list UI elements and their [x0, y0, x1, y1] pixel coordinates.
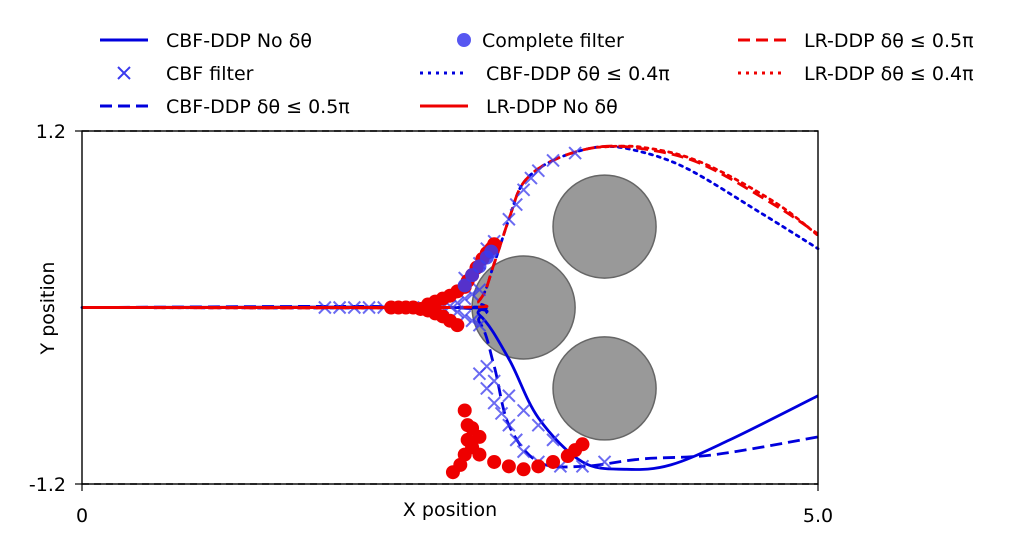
lr-marker [516, 462, 531, 477]
trajectory-cbf-solid [81, 305, 819, 471]
lr-marker [501, 459, 516, 474]
legend-marker-x [117, 66, 131, 80]
lr-marker [487, 454, 502, 469]
cbf-filter-marker [465, 314, 479, 328]
trajectory-cbf-dashed [81, 304, 819, 469]
cbf-filter-marker [516, 183, 531, 197]
cbf-filter-marker [487, 374, 501, 388]
x-tick-label-0: 0 [76, 505, 88, 527]
cbf-filter-marker [597, 455, 612, 469]
lr-marker [546, 454, 561, 469]
legend-label: CBF-DDP δθ ≤ 0.4π [486, 63, 670, 85]
cbf-filter-marker [531, 164, 546, 178]
y-tick-label-top: 1.2 [36, 121, 66, 143]
cbf-filter-marker [509, 197, 523, 212]
lr-marker [472, 447, 487, 462]
legend-entry-2: CBF-DDP δθ ≤ 0.5π [100, 96, 350, 118]
cbf-filter-marker [472, 318, 487, 332]
cbf-filter-marker [480, 359, 494, 374]
legend-entry-4: CBF-DDP δθ ≤ 0.4π [420, 63, 670, 85]
cbf-filter-marker [531, 418, 546, 432]
legend-entry-1: CBF filter [117, 63, 254, 85]
cbf-filter-marker [502, 212, 516, 226]
legend-label: Complete filter [482, 30, 624, 52]
x-tick-label-5: 5.0 [803, 505, 833, 527]
obstacle-2 [552, 336, 657, 441]
cbf-filter-marker [487, 396, 501, 410]
complete-filter-marker [457, 278, 472, 293]
lr-marker [575, 437, 590, 452]
lr-marker [450, 318, 465, 333]
cbf-filter-marker [575, 459, 590, 474]
legend-label: CBF-DDP δθ ≤ 0.5π [166, 96, 350, 118]
obstacle-0 [552, 174, 657, 279]
legend-label: LR-DDP No δθ [486, 96, 618, 118]
legend-label: LR-DDP δθ ≤ 0.5π [804, 30, 974, 52]
lr-marker [531, 459, 546, 474]
legend-entry-7: LR-DDP δθ ≤ 0.4π [738, 63, 974, 85]
cbf-filter-marker [509, 433, 523, 447]
plot-area [80, 130, 820, 485]
complete-filter-marker [484, 244, 499, 259]
y-tick-label-bottom: -1.2 [29, 474, 66, 496]
trajectory-lr-dashed [81, 144, 819, 310]
cbf-filter-marker [546, 433, 560, 447]
legend-label: LR-DDP δθ ≤ 0.4π [804, 63, 974, 85]
legend-label: CBF-DDP No δθ [166, 30, 312, 52]
legend-entry-0: CBF-DDP No δθ [100, 30, 312, 52]
legend-entry-5: LR-DDP No δθ [420, 96, 618, 118]
cbf-filter-marker [546, 153, 560, 168]
legend-marker-o [457, 33, 471, 47]
x-axis-label: X position [403, 499, 497, 521]
cbf-filter-marker [516, 403, 531, 418]
legend: CBF-DDP No δθ CBF filter CBF-DDP δθ ≤ 0.5π… [100, 30, 974, 118]
lr-marker [457, 403, 472, 418]
cbf-filter-marker [502, 389, 516, 403]
cbf-filter-marker [502, 418, 516, 432]
cbf-filter-marker [516, 444, 531, 459]
cbf-filter-marker [568, 146, 582, 160]
lr-marker [445, 465, 460, 480]
legend-entry-3: Complete filter [457, 30, 624, 52]
lr-marker [472, 429, 487, 444]
cbf-filter-marker [494, 406, 509, 421]
y-axis-label: Y position [37, 262, 59, 356]
legend-label: CBF filter [166, 63, 254, 85]
axes-frame [81, 130, 819, 485]
legend-entry-6: LR-DDP δθ ≤ 0.5π [738, 30, 974, 52]
cbf-filter-marker [472, 283, 487, 297]
trajectory-cbf-dotted [80, 145, 820, 310]
